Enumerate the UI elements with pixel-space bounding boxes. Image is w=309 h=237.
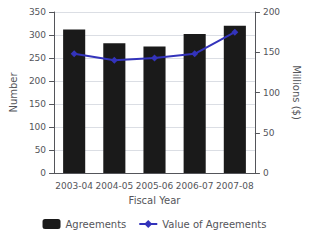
svg-text:50: 50 <box>35 145 47 155</box>
svg-text:150: 150 <box>29 99 46 109</box>
svg-text:2004-05: 2004-05 <box>96 181 134 191</box>
svg-text:2007-08: 2007-08 <box>216 181 254 191</box>
svg-text:200: 200 <box>29 76 46 86</box>
svg-text:Fiscal Year: Fiscal Year <box>129 195 182 206</box>
svg-text:100: 100 <box>263 88 280 98</box>
svg-text:350: 350 <box>29 7 46 17</box>
svg-text:2005-06: 2005-06 <box>136 181 174 191</box>
svg-text:150: 150 <box>263 47 280 57</box>
svg-text:0: 0 <box>263 168 269 178</box>
svg-text:300: 300 <box>29 30 46 40</box>
svg-text:Value of Agreements: Value of Agreements <box>162 219 266 230</box>
svg-text:250: 250 <box>29 53 46 63</box>
svg-text:200: 200 <box>263 7 280 17</box>
svg-text:50: 50 <box>263 128 275 138</box>
svg-text:2003-04: 2003-04 <box>55 181 93 191</box>
svg-text:Number: Number <box>8 72 19 113</box>
svg-text:Agreements: Agreements <box>66 219 127 230</box>
svg-text:Millions ($): Millions ($) <box>291 65 302 120</box>
svg-text:2006-07: 2006-07 <box>176 181 214 191</box>
svg-text:100: 100 <box>29 122 46 132</box>
svg-text:0: 0 <box>40 168 46 178</box>
